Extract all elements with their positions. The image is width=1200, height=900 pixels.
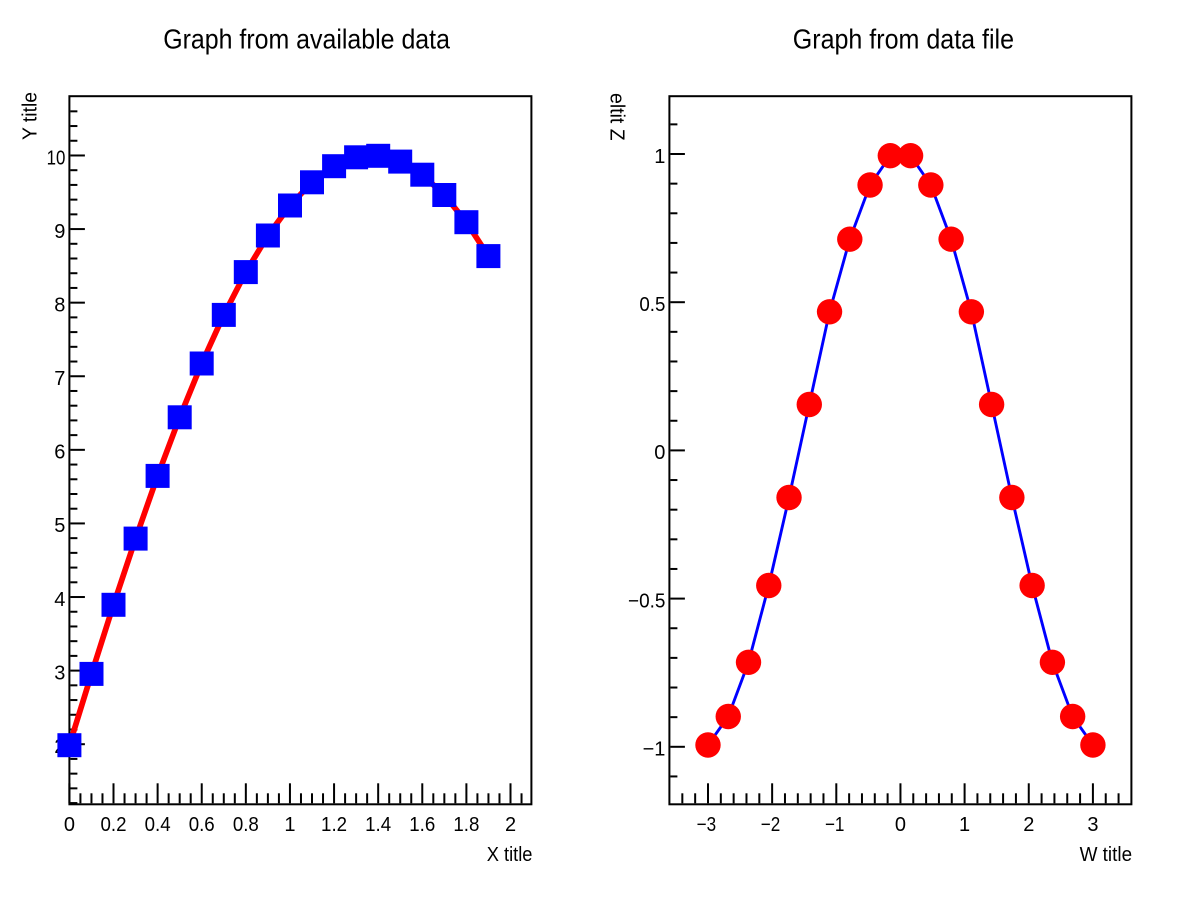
svg-text:7: 7 bbox=[54, 368, 65, 390]
svg-text:0.6: 0.6 bbox=[189, 814, 215, 836]
svg-text:0.8: 0.8 bbox=[233, 814, 259, 836]
svg-text:−1: −1 bbox=[643, 739, 666, 761]
svg-text:0: 0 bbox=[895, 814, 906, 836]
svg-text:6: 6 bbox=[54, 442, 65, 464]
svg-text:4: 4 bbox=[54, 589, 65, 611]
svg-text:8: 8 bbox=[54, 294, 65, 316]
svg-text:−2: −2 bbox=[761, 814, 781, 836]
svg-text:2: 2 bbox=[505, 814, 516, 836]
svg-text:1: 1 bbox=[284, 814, 295, 836]
svg-text:1.8: 1.8 bbox=[453, 814, 479, 836]
svg-text:Graph from available data: Graph from available data bbox=[163, 23, 450, 54]
svg-text:eltit Z: eltit Z bbox=[606, 93, 628, 141]
svg-text:0.2: 0.2 bbox=[101, 814, 127, 836]
svg-text:5: 5 bbox=[54, 515, 65, 537]
svg-text:0.4: 0.4 bbox=[145, 814, 171, 836]
svg-text:0: 0 bbox=[654, 442, 665, 464]
svg-text:9: 9 bbox=[54, 221, 65, 243]
svg-text:1: 1 bbox=[654, 146, 665, 168]
svg-text:0.5: 0.5 bbox=[639, 294, 665, 316]
svg-text:1.4: 1.4 bbox=[365, 814, 391, 836]
svg-text:−1: −1 bbox=[825, 814, 845, 836]
svg-text:Graph from data file: Graph from data file bbox=[793, 23, 1014, 54]
svg-text:3: 3 bbox=[1087, 814, 1098, 836]
svg-text:X title: X title bbox=[487, 844, 533, 866]
svg-text:2: 2 bbox=[1023, 814, 1034, 836]
svg-text:1: 1 bbox=[959, 814, 970, 836]
svg-text:1.2: 1.2 bbox=[321, 814, 347, 836]
svg-text:−0.5: −0.5 bbox=[628, 590, 665, 612]
svg-text:10: 10 bbox=[47, 147, 66, 169]
svg-text:0: 0 bbox=[64, 814, 75, 836]
svg-text:−3: −3 bbox=[697, 814, 717, 836]
svg-text:W title: W title bbox=[1080, 844, 1133, 866]
svg-text:1.6: 1.6 bbox=[409, 814, 435, 836]
svg-text:3: 3 bbox=[54, 662, 65, 684]
svg-text:Y title: Y title bbox=[20, 92, 42, 140]
